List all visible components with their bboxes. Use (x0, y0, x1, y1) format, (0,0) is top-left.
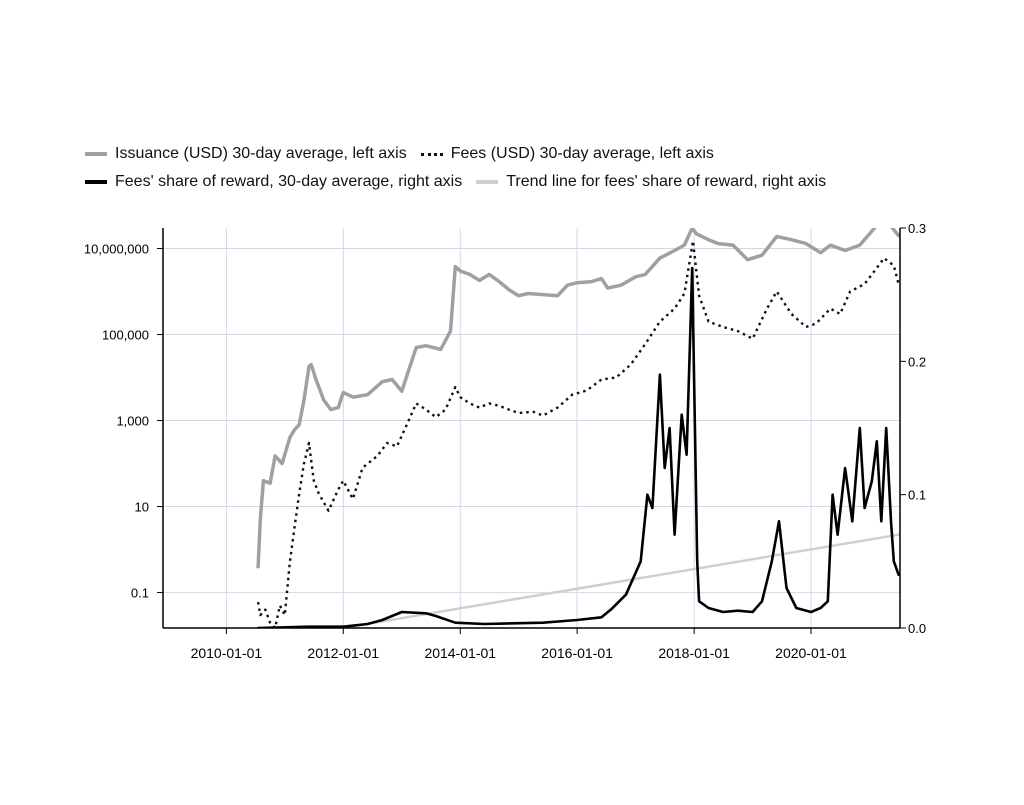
legend-row-1: Issuance (USD) 30-day average, left axis… (85, 140, 965, 168)
right-tick-label: 0.0 (908, 621, 926, 636)
legend-label-share: Fees' share of reward, 30-day average, r… (115, 173, 463, 190)
left-tick-label: 0.1 (131, 586, 149, 601)
x-tick-label: 2020-01-01 (775, 645, 847, 661)
legend-label-fees: Fees (USD) 30-day average, left axis (450, 145, 714, 162)
legend-item-fees: Fees (USD) 30-day average, left axis (420, 145, 714, 163)
left-tick-label: 1,000 (116, 414, 149, 429)
right-tick-label: 0.3 (908, 221, 926, 236)
x-tick-label: 2018-01-01 (658, 645, 730, 661)
x-tick-label: 2010-01-01 (191, 645, 263, 661)
legend-label-trend: Trend line for fees' share of reward, ri… (506, 173, 827, 190)
series-line-fees (256, 239, 900, 628)
x-tick-label: 2016-01-01 (541, 645, 613, 661)
legend-item-trend: Trend line for fees' share of reward, ri… (476, 173, 826, 191)
series-line-trend (341, 533, 900, 628)
legend-label-issuance: Issuance (USD) 30-day average, left axis (115, 145, 407, 162)
legend-swatch-issuance (85, 152, 107, 156)
series-line-issuance (256, 228, 900, 569)
right-tick-label: 0.2 (908, 354, 926, 369)
left-tick-label: 10,000,000 (84, 242, 149, 257)
x-tick-label: 2012-01-01 (307, 645, 379, 661)
x-tick-label: 2014-01-01 (424, 645, 496, 661)
right-tick-label: 0.1 (908, 488, 926, 503)
series-line-fees-share (256, 266, 900, 628)
left-tick-label: 100,000 (102, 328, 149, 343)
legend-row-2: Fees' share of reward, 30-day average, r… (85, 168, 965, 196)
legend-item-issuance: Issuance (USD) 30-day average, left axis (85, 145, 407, 163)
left-tick-label: 10 (135, 500, 149, 515)
legend-swatch-share (85, 180, 107, 184)
legend-item-share: Fees' share of reward, 30-day average, r… (85, 173, 462, 191)
legend-swatch-fees (420, 152, 443, 156)
chart-legend: Issuance (USD) 30-day average, left axis… (85, 140, 965, 196)
legend-swatch-trend (476, 180, 499, 184)
